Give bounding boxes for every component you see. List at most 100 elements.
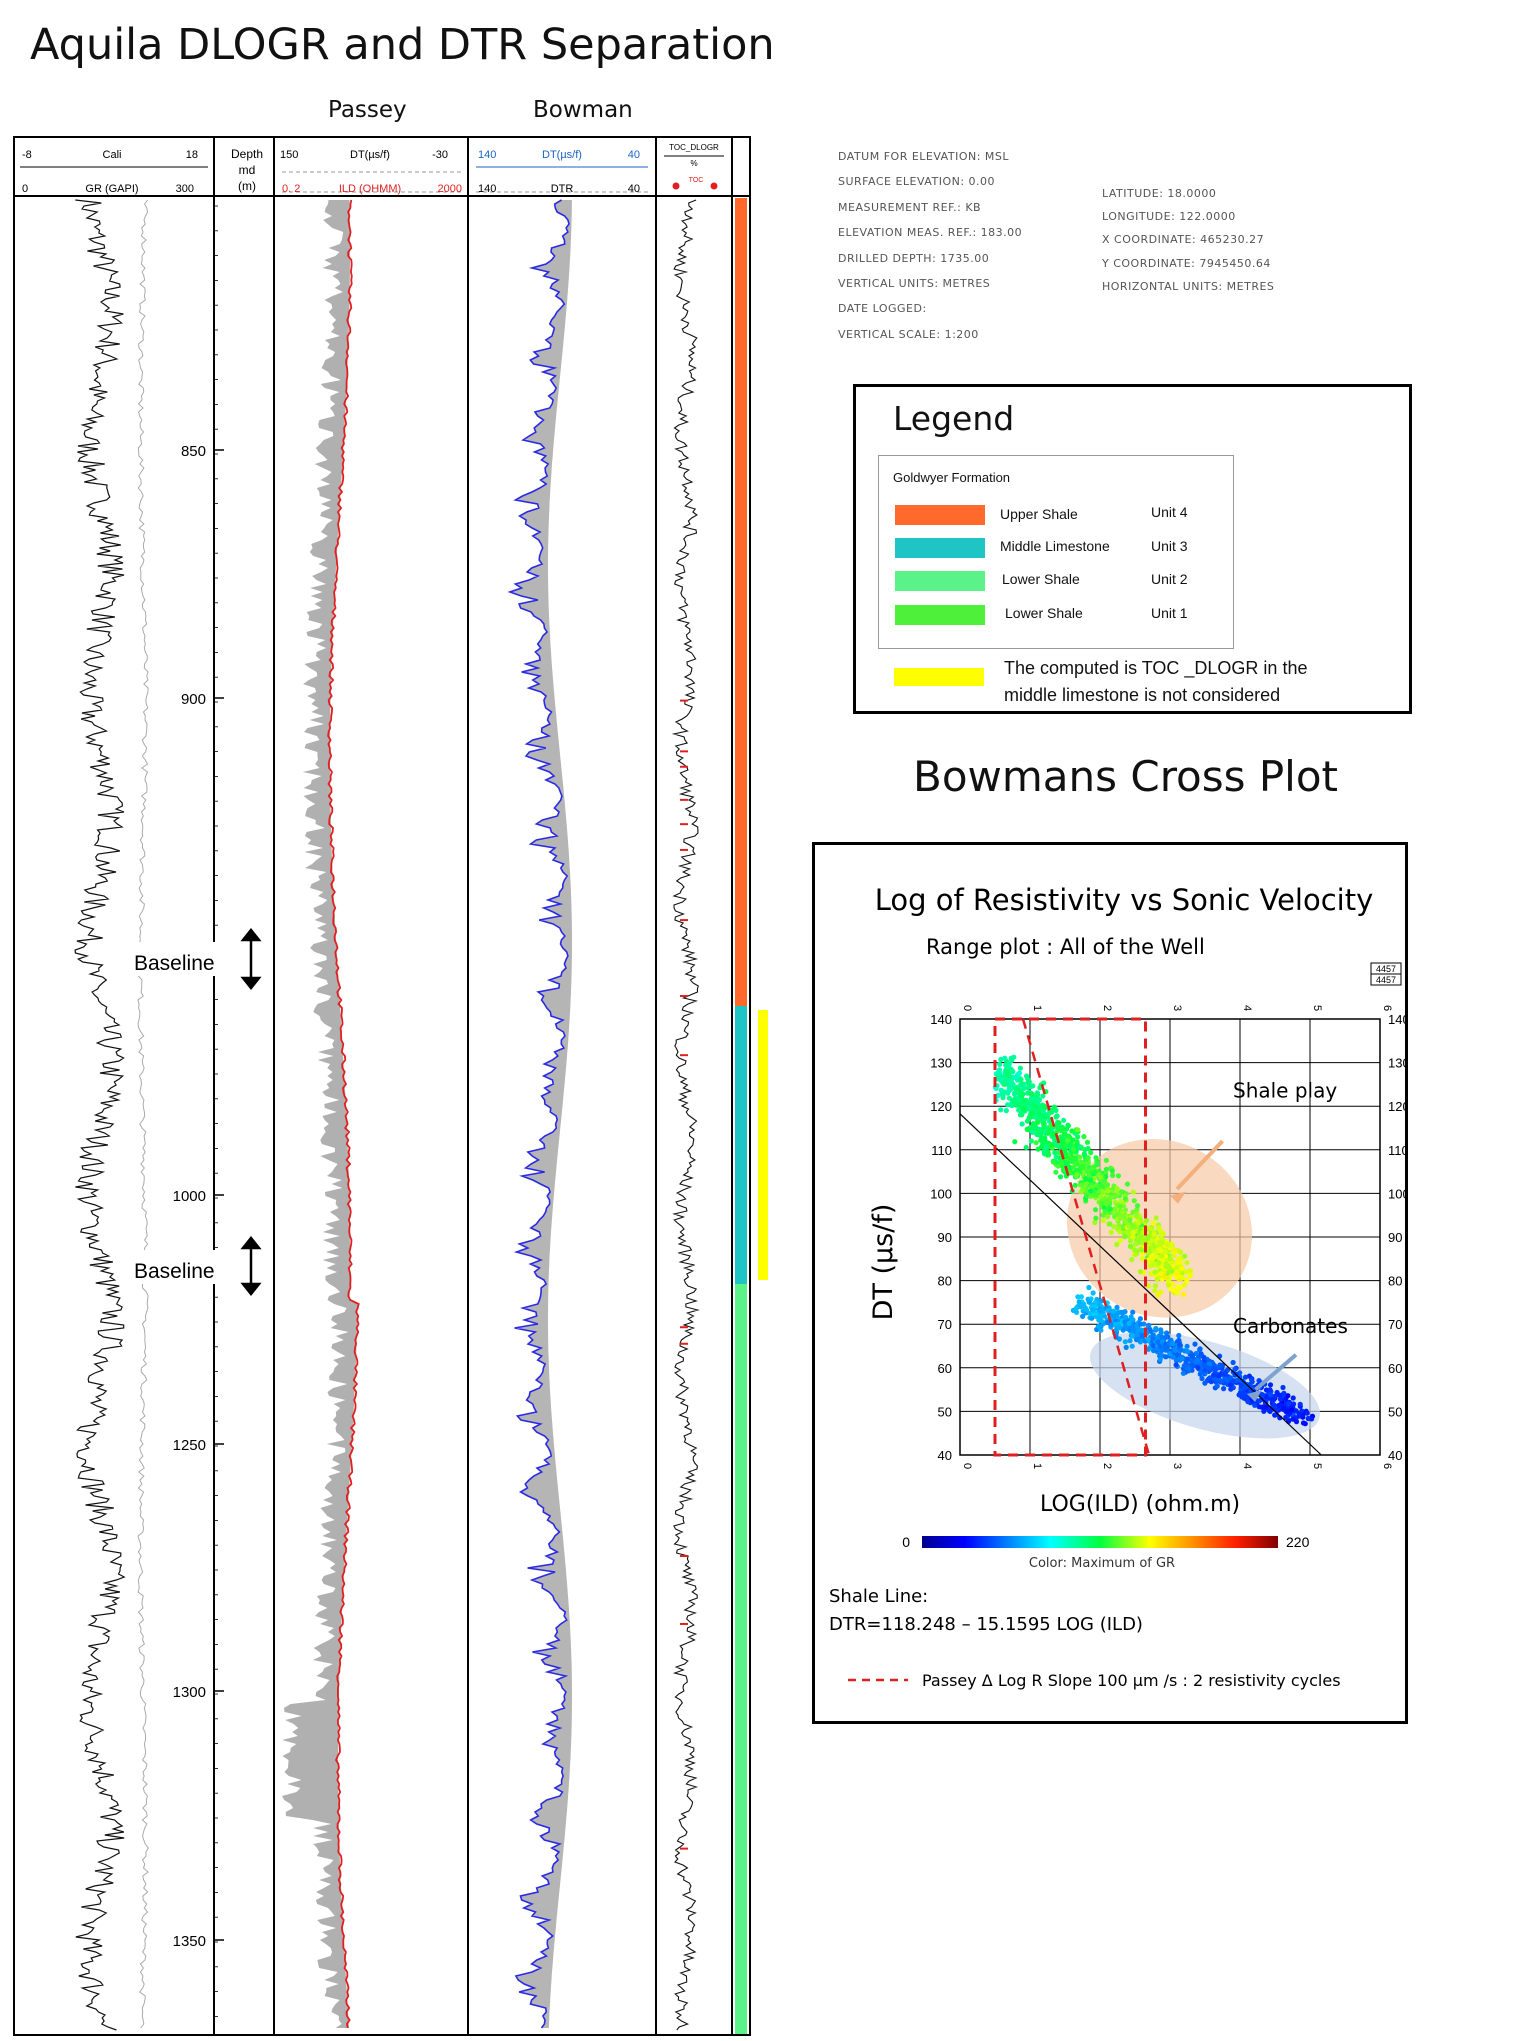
bowman-dt-max: 40	[628, 149, 640, 161]
scatter-point	[1122, 1234, 1128, 1240]
scatter-point	[1118, 1198, 1124, 1204]
legend-swatch	[895, 571, 985, 591]
scatter-point	[1066, 1133, 1072, 1139]
y-tick-label: 90	[938, 1230, 952, 1245]
depth-tick-label: 850	[181, 443, 206, 460]
scatter-point	[1114, 1241, 1120, 1248]
unit-2-strip	[735, 1284, 747, 2034]
well-info-line: DATE LOGGED:	[838, 302, 927, 316]
scatter-point	[1040, 1093, 1046, 1099]
scatter-point	[1048, 1123, 1054, 1129]
chart-title: Log of Resistivity vs Sonic Velocity	[875, 883, 1374, 917]
passey-slope-line	[1021, 1018, 1151, 1456]
toc-marker-dot	[672, 182, 680, 190]
scatter-point	[1053, 1107, 1059, 1113]
well-info-line: DRILLED DEPTH: 1735.00	[838, 251, 990, 265]
scatter-point	[1127, 1217, 1133, 1223]
scatter-point	[1009, 1103, 1015, 1109]
toc-curve	[671, 199, 700, 2031]
scatter-point	[1006, 1095, 1012, 1101]
scatter-point	[1235, 1377, 1241, 1383]
scatter-point	[1124, 1230, 1130, 1236]
bowman-separation-fill	[509, 200, 572, 2028]
scatter-point	[1041, 1120, 1047, 1127]
scatter-point	[1075, 1294, 1081, 1300]
x-tick-label: 5	[1311, 1463, 1323, 1469]
y-tick-label: 50	[938, 1404, 952, 1419]
scatter-point	[1165, 1278, 1171, 1284]
unit-4-strip	[735, 198, 747, 1006]
scatter-point	[1137, 1316, 1143, 1322]
scatter-point	[1205, 1365, 1211, 1371]
scatter-point	[1075, 1134, 1081, 1140]
scatter-point	[1299, 1408, 1305, 1414]
legend-swatch	[895, 505, 985, 525]
scatter-point	[1285, 1400, 1291, 1406]
scatter-point	[1267, 1387, 1273, 1393]
scatter-point	[1150, 1255, 1156, 1261]
legend-swatch	[895, 538, 985, 558]
scatter-point	[1126, 1320, 1132, 1326]
scatter-point	[1028, 1138, 1034, 1144]
y-tick-label: 130	[930, 1056, 952, 1071]
baseline-label: Baseline	[134, 952, 215, 975]
scatter-point	[1062, 1147, 1068, 1153]
scatter-point	[1084, 1139, 1091, 1145]
passey-slope-note: Passey Δ Log R Slope 100 µm /s : 2 resis…	[922, 1671, 1341, 1690]
cali-curve	[137, 199, 149, 2029]
well-info-line: LATITUDE: 18.0000	[1102, 187, 1217, 200]
scatter-point	[1182, 1253, 1188, 1259]
scatter-point	[1192, 1341, 1198, 1347]
scatter-point	[1206, 1361, 1213, 1367]
scatter-point	[1077, 1154, 1083, 1160]
well-info-line: VERTICAL SCALE: 1:200	[838, 327, 979, 341]
scatter-point	[1029, 1091, 1035, 1097]
scatter-point	[1261, 1408, 1267, 1414]
y-tick-label: 100	[930, 1186, 952, 1201]
gr-label: GR (GAPI)	[85, 183, 138, 195]
scatter-point	[1018, 1100, 1024, 1106]
scatter-point	[1245, 1399, 1251, 1405]
depth-tick-label: 1250	[173, 1437, 206, 1454]
scatter-point	[1139, 1256, 1145, 1262]
legend-item-name: Middle Limestone	[1000, 538, 1110, 554]
scatter-point	[1065, 1137, 1071, 1143]
scatter-point	[1122, 1339, 1128, 1345]
scatter-point	[1095, 1323, 1101, 1329]
scatter-point	[1080, 1313, 1086, 1319]
scatter-point	[1179, 1265, 1185, 1271]
scatter-point	[1097, 1313, 1103, 1319]
scatter-point	[1129, 1257, 1135, 1263]
shale-line	[959, 1113, 1322, 1456]
scatter-point	[996, 1069, 1002, 1075]
cali-label: Cali	[103, 149, 122, 161]
well-info-left: DATUM FOR ELEVATION: MSL SURFACE ELEVATI…	[838, 150, 1022, 353]
scatter-point	[1145, 1346, 1151, 1352]
scatter-point	[1108, 1229, 1114, 1235]
scatter-point	[1153, 1249, 1159, 1255]
scatter-point	[1072, 1182, 1078, 1188]
scatter-point	[1037, 1126, 1043, 1132]
scatter-point	[1070, 1137, 1076, 1143]
scatter-point	[1178, 1274, 1184, 1280]
scatter-point	[1005, 1102, 1011, 1108]
scatter-point	[1080, 1186, 1086, 1192]
scatter-point	[1053, 1169, 1059, 1175]
y-tick-label-right: 50	[1388, 1404, 1402, 1419]
scatter-point	[1058, 1127, 1064, 1134]
scatter-point	[1189, 1353, 1195, 1359]
scatter-point	[1011, 1054, 1017, 1060]
scatter-point	[1267, 1392, 1274, 1398]
scatter-point	[1055, 1163, 1061, 1169]
legend-item-unit: Unit 4	[1151, 504, 1188, 520]
scatter-point	[1216, 1373, 1222, 1379]
scatter-point	[1267, 1382, 1274, 1388]
annotation-carbonates: Carbonates	[1233, 1314, 1348, 1338]
scatter-point	[1075, 1127, 1081, 1133]
y-tick-label-right: 130	[1388, 1056, 1408, 1071]
scatter-point	[1305, 1415, 1311, 1422]
scatter-point	[1227, 1375, 1234, 1381]
scatter-point	[1281, 1405, 1287, 1411]
scatter-point	[1012, 1139, 1018, 1145]
scatter-point	[1152, 1287, 1158, 1294]
